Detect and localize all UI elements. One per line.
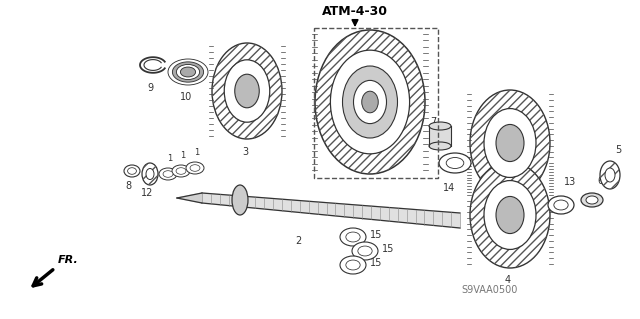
Ellipse shape — [346, 232, 360, 242]
Ellipse shape — [190, 165, 200, 171]
Ellipse shape — [600, 161, 620, 189]
Ellipse shape — [224, 60, 269, 122]
Text: 1: 1 — [195, 148, 200, 157]
Text: 1: 1 — [168, 154, 173, 163]
Text: 12: 12 — [141, 188, 153, 198]
Ellipse shape — [586, 196, 598, 204]
Ellipse shape — [177, 64, 200, 79]
Ellipse shape — [581, 193, 603, 207]
Text: 7: 7 — [430, 117, 436, 127]
Ellipse shape — [496, 197, 524, 234]
Ellipse shape — [330, 50, 410, 154]
Ellipse shape — [172, 165, 190, 177]
Text: 2: 2 — [295, 236, 301, 246]
Polygon shape — [177, 193, 202, 203]
Text: FR.: FR. — [58, 255, 79, 265]
Ellipse shape — [315, 30, 425, 174]
Text: 15: 15 — [370, 258, 382, 268]
Ellipse shape — [127, 168, 136, 174]
Text: 8: 8 — [125, 181, 131, 191]
Ellipse shape — [470, 162, 550, 268]
Ellipse shape — [353, 80, 387, 123]
Text: 4: 4 — [505, 275, 511, 285]
Ellipse shape — [429, 122, 451, 130]
Ellipse shape — [186, 162, 204, 174]
Ellipse shape — [346, 260, 360, 270]
Text: 13: 13 — [564, 177, 576, 187]
Ellipse shape — [352, 242, 378, 260]
Ellipse shape — [142, 163, 158, 185]
Bar — [429, 126, 451, 146]
Ellipse shape — [168, 59, 208, 85]
Ellipse shape — [548, 196, 574, 214]
Ellipse shape — [439, 153, 471, 173]
Ellipse shape — [159, 168, 177, 180]
Text: 6: 6 — [597, 176, 603, 186]
Ellipse shape — [146, 168, 154, 180]
Text: 15: 15 — [382, 244, 394, 254]
Ellipse shape — [172, 62, 204, 82]
Ellipse shape — [496, 124, 524, 161]
Text: ATM-4-30: ATM-4-30 — [322, 5, 388, 18]
Ellipse shape — [124, 165, 140, 177]
Ellipse shape — [340, 228, 366, 246]
Text: 1: 1 — [180, 151, 186, 160]
Ellipse shape — [554, 200, 568, 210]
Ellipse shape — [446, 158, 464, 168]
Text: S9VAA0500: S9VAA0500 — [462, 285, 518, 295]
Ellipse shape — [358, 246, 372, 256]
Ellipse shape — [340, 256, 366, 274]
Text: 5: 5 — [615, 145, 621, 155]
Ellipse shape — [342, 66, 397, 138]
Ellipse shape — [232, 185, 248, 215]
Ellipse shape — [429, 142, 451, 150]
Ellipse shape — [362, 91, 378, 113]
Ellipse shape — [470, 90, 550, 196]
Ellipse shape — [484, 108, 536, 177]
Text: 11: 11 — [502, 203, 514, 213]
Ellipse shape — [176, 168, 186, 174]
Ellipse shape — [212, 43, 282, 139]
Ellipse shape — [163, 171, 173, 177]
Polygon shape — [202, 193, 460, 228]
Text: 14: 14 — [443, 183, 455, 193]
Ellipse shape — [235, 74, 259, 108]
Ellipse shape — [605, 168, 615, 182]
Ellipse shape — [484, 181, 536, 249]
Text: 15: 15 — [370, 230, 382, 240]
Text: 9: 9 — [147, 83, 153, 93]
Ellipse shape — [180, 67, 196, 77]
Text: 10: 10 — [180, 92, 192, 102]
Text: 3: 3 — [242, 147, 248, 157]
